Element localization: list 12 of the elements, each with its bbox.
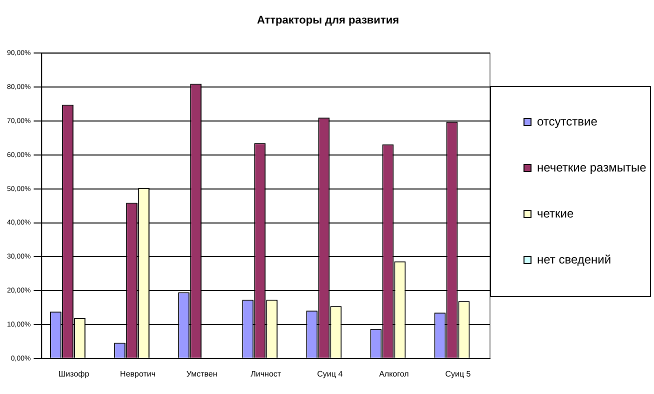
legend-label: нечеткие размытые: [537, 160, 647, 174]
x-tick-label: Шизофр: [58, 369, 90, 378]
legend-label: отсутствие: [537, 114, 598, 128]
chart-title: Аттракторы для развития: [256, 14, 400, 27]
x-tick-label: Суиц 5: [445, 369, 472, 378]
legend-label: нет сведений: [537, 252, 612, 266]
legend-label: четкие: [537, 206, 574, 220]
x-tick-label: Личност: [250, 369, 282, 378]
x-tick-label: Суиц 4: [317, 369, 344, 378]
x-tick-label: Невротич: [120, 369, 156, 378]
x-tick-label: Умствен: [186, 369, 218, 378]
x-tick-label: Алкогол: [379, 369, 410, 378]
